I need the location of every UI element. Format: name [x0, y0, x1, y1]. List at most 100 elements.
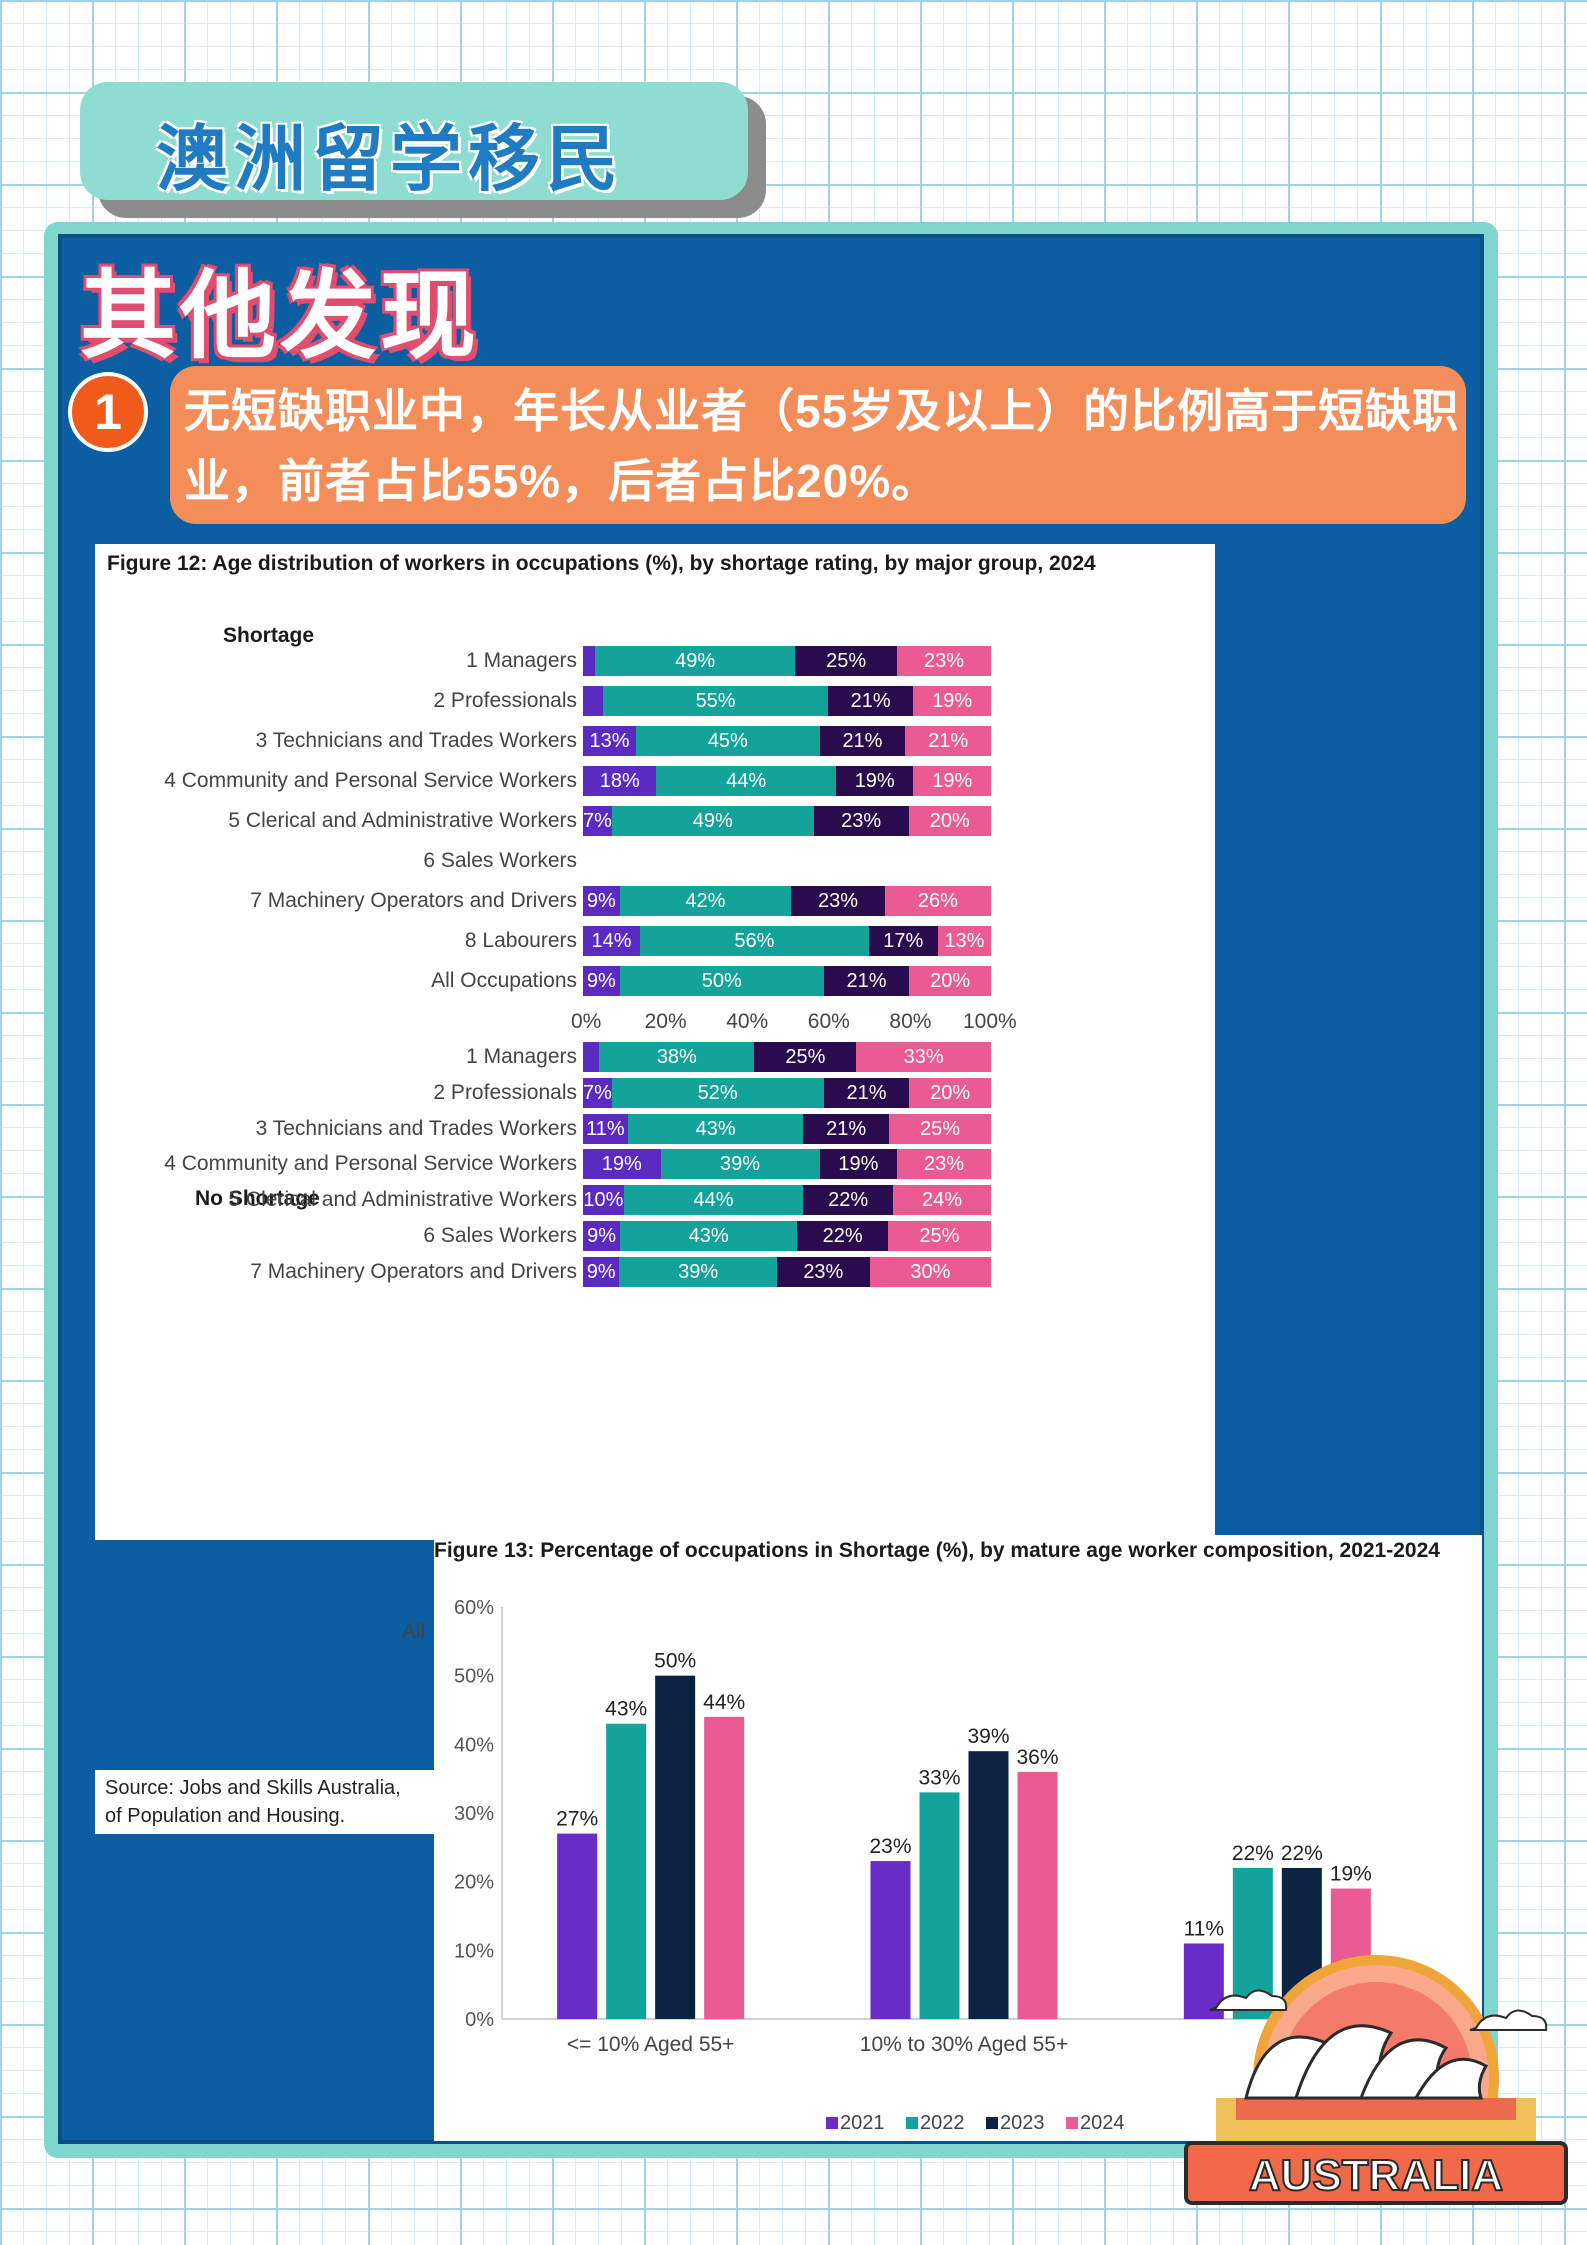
shortage-bar: 49% 25% 23% — [583, 646, 991, 676]
x-axis-tick: 40% — [726, 1010, 769, 1033]
bar-segment: 52% — [611, 1077, 824, 1108]
section-heading: 其他发现 — [80, 263, 480, 370]
legend-label: 2024 — [1080, 2112, 1125, 2134]
no-shortage-row-label: 4 Community and Personal Service Workers — [164, 1152, 577, 1176]
bar-segment: 39% — [619, 1256, 777, 1287]
figure-13-chart: 0% 10% 20% 30% 40% 50% 60% 27% 43% 50% 44% <= 10% A… — [454, 1597, 1464, 2134]
bar-segment: 23% — [897, 646, 991, 676]
bar-segment: 25% — [795, 646, 898, 676]
bar-segment: 44% — [656, 766, 836, 796]
shortage-row-label: 7 Machinery Operators and Drivers — [250, 889, 577, 912]
y-tick-label: 40% — [454, 1734, 494, 1756]
no-shortage-bar: 7% 52% 21% 20% — [583, 1077, 991, 1108]
bar-segment: 7% — [583, 806, 612, 836]
no-shortage-row-label: 1 Managers — [466, 1045, 577, 1068]
bar-segment: 18% — [583, 766, 657, 796]
bar-segment: 25% — [888, 1113, 991, 1144]
data-label: 50% — [654, 1650, 696, 1673]
bar-segment: 23% — [791, 886, 885, 916]
legend-label: 2022 — [920, 2112, 965, 2134]
bar-segment — [583, 1042, 600, 1072]
y-tick-label: 60% — [454, 1597, 494, 1619]
point-text: 无短缺职业中，年长从业者（55岁及以上）的比例高于短缺职业，前者占比55%，后者… — [184, 385, 1460, 507]
bar-segment — [583, 686, 604, 716]
data-label: 19% — [1330, 1863, 1372, 1886]
bar-2021 — [557, 1833, 598, 2019]
bar-2022 — [919, 1792, 960, 2019]
bar-segment: 13% — [937, 926, 991, 956]
bar-segment: 19% — [583, 1149, 661, 1180]
bar-segment: 7% — [583, 1077, 612, 1108]
bar-2024 — [1017, 1771, 1058, 2019]
source-line-2: of Population and Housing. — [105, 1805, 346, 1827]
bar-segment: 49% — [611, 806, 814, 836]
y-tick-label: 20% — [454, 1872, 494, 1894]
bar-segment: 14% — [583, 926, 641, 956]
bar-2021 — [870, 1861, 911, 2019]
x-axis-tick: 60% — [807, 1010, 850, 1033]
y-tick-label: 10% — [454, 1940, 494, 1962]
shortage-row-label: 1 Managers — [466, 649, 577, 672]
data-label: 44% — [703, 1691, 745, 1714]
shortage-row-label: 4 Community and Personal Service Workers — [164, 769, 577, 792]
legend-swatch — [1066, 2117, 1078, 2129]
bar-segment: 23% — [897, 1149, 991, 1180]
shortage-row-label: 3 Technicians and Trades Workers — [255, 729, 577, 752]
bar-segment: 25% — [754, 1042, 857, 1072]
bar-segment: 44% — [623, 1185, 804, 1216]
legend-swatch — [826, 2117, 838, 2129]
data-label: 22% — [1232, 1842, 1274, 1865]
figure-13-title: Figure 13: Percentage of occupations in … — [434, 1539, 1440, 1562]
no-shortage-bar: 19% 39% 19% 23% — [583, 1149, 991, 1180]
no-shortage-row-label: 2 Professionals — [433, 1080, 577, 1104]
no-shortage-bar: 11% 43% 21% 25% — [583, 1113, 991, 1144]
point-number: 1 — [68, 372, 148, 452]
figure-12-title: Figure 12: Age distribution of workers i… — [107, 552, 1096, 575]
bar-segment — [583, 646, 596, 676]
australia-opera-house-icon: AUSTRALIA — [1184, 1955, 1568, 2205]
x-axis-tick: 20% — [644, 1010, 687, 1033]
shortage-bar: 9% 50% 21% 20% — [583, 966, 991, 996]
bar-segment: 23% — [813, 806, 909, 836]
bar-segment: 20% — [909, 1077, 991, 1108]
category-label: <= 10% Aged 55+ — [567, 2033, 735, 2056]
bar-segment: 9% — [583, 886, 620, 916]
shortage-row-label: 2 Professionals — [433, 689, 577, 712]
x-axis-tick: 0% — [571, 1010, 602, 1033]
shortage-bar: 14% 56% 17% 13% — [583, 926, 991, 956]
bar-segment: 19% — [819, 1149, 898, 1180]
point-callout: 无短缺职业中，年长从业者（55岁及以上）的比例高于短缺职业，前者占比55%，后者… — [170, 366, 1466, 524]
bar-segment: 10% — [583, 1185, 624, 1216]
no-shortage-row-label: 6 Sales Workers — [423, 1224, 577, 1247]
no-shortage-bar: 9% 43% 22% 25% — [583, 1221, 991, 1251]
bar-segment: 43% — [620, 1221, 798, 1251]
bar-segment: 17% — [868, 926, 938, 956]
shortage-row-label: All Occupations — [431, 969, 577, 992]
figure-13: Figure 13: Percentage of occupations in … — [434, 1535, 1482, 2141]
no-shortage-bar: 10% 44% 22% 24% — [583, 1185, 991, 1216]
data-label: 33% — [918, 1766, 960, 1789]
figure-12-source: Source: Jobs and Skills Australia, of Po… — [95, 1770, 435, 1834]
bar-segment: 23% — [776, 1256, 870, 1287]
bar-segment: 11% — [583, 1113, 628, 1144]
figure-12: Figure 12: Age distribution of workers i… — [95, 544, 1215, 1540]
bar-segment: 21% — [803, 1113, 889, 1144]
bar-segment: 56% — [640, 926, 869, 956]
source-line-1: Source: Jobs and Skills Australia, — [105, 1777, 401, 1799]
bar-segment: 50% — [619, 966, 824, 996]
bar-segment: 21% — [823, 1077, 910, 1108]
legend-swatch — [986, 2117, 998, 2129]
data-label: 27% — [556, 1808, 598, 1831]
x-axis-tick: 80% — [889, 1010, 932, 1033]
bar-segment: 19% — [835, 766, 914, 796]
data-label: 43% — [605, 1698, 647, 1721]
bar-segment: 19% — [913, 686, 991, 716]
no-shortage-bar: 38% 25% 33% — [583, 1042, 991, 1072]
bar-segment: 9% — [583, 1256, 620, 1287]
bar-segment: 21% — [823, 966, 910, 996]
bar-2023 — [968, 1751, 1009, 2019]
bar-segment: 21% — [827, 686, 914, 716]
header-title: 澳洲留学移民 — [156, 120, 625, 200]
no-shortage-bar: 9% 39% 23% 30% — [583, 1256, 991, 1287]
shortage-bar: 9% 42% 23% 26% — [583, 886, 991, 916]
